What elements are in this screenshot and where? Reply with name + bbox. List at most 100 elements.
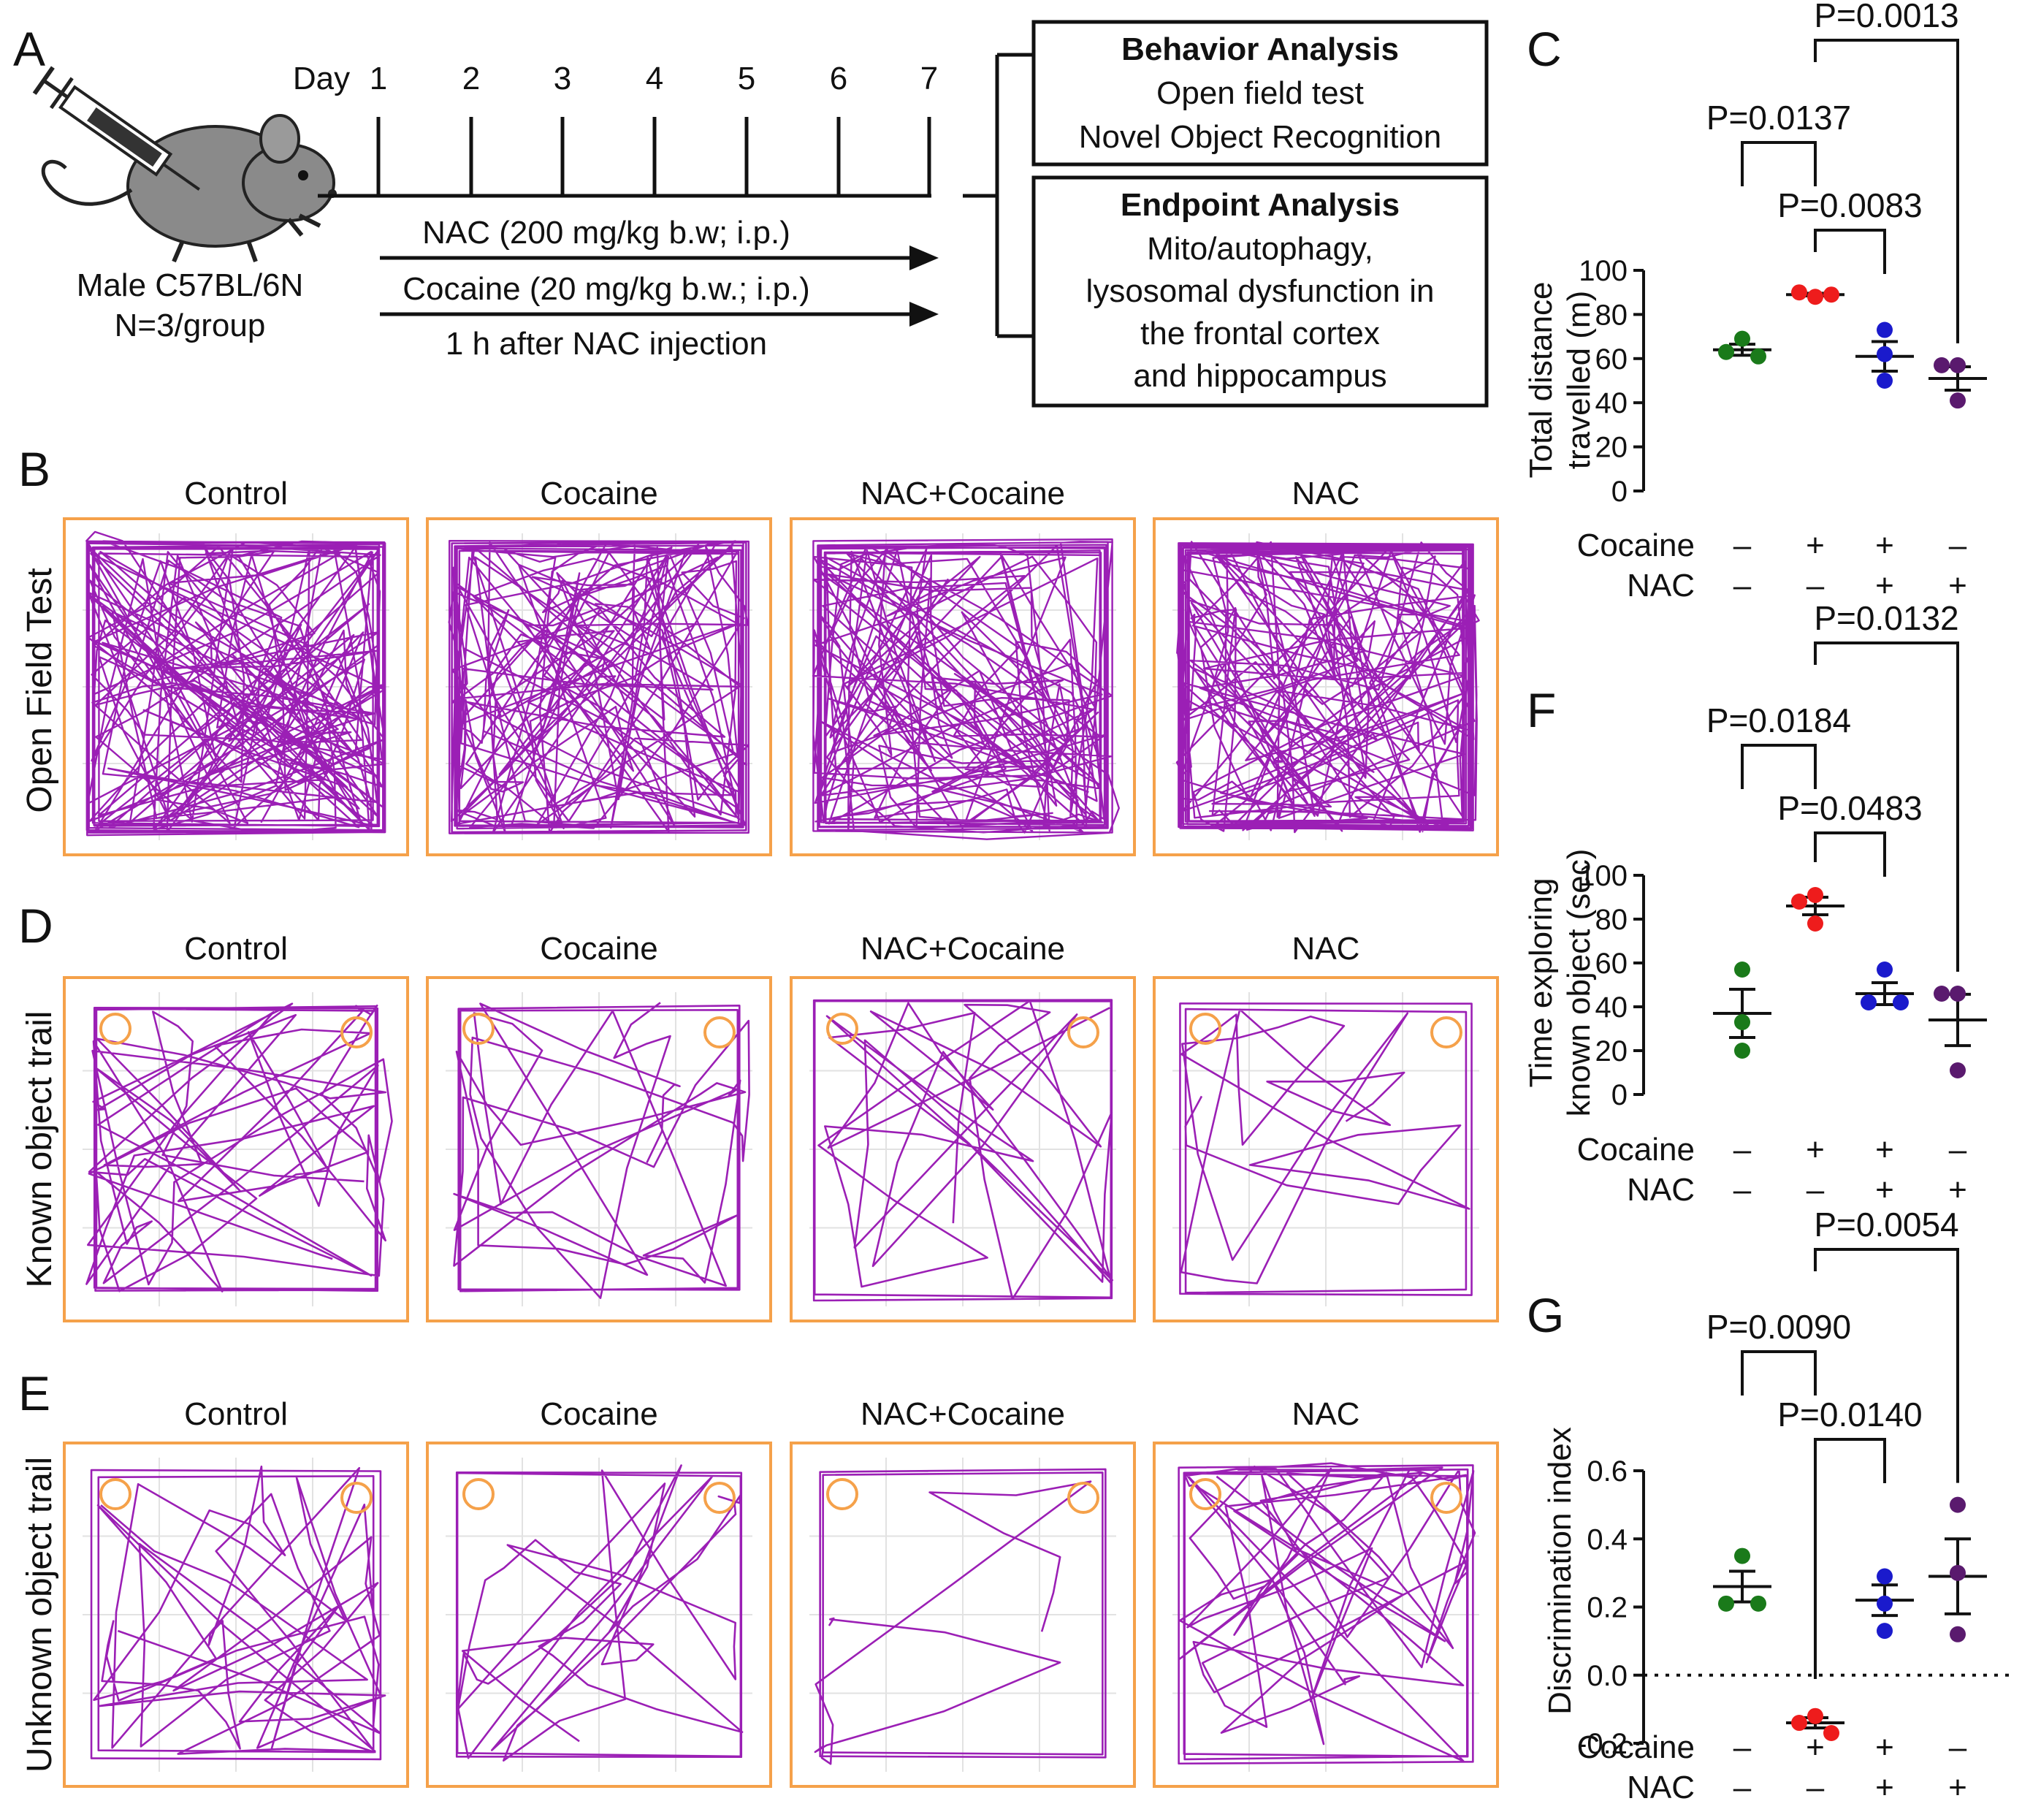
syringe-icon bbox=[32, 66, 200, 191]
object-marker bbox=[1430, 1016, 1462, 1048]
cocaine-timing-label: 1 h after NAC injection bbox=[446, 326, 767, 362]
group-label: Cocaine bbox=[540, 476, 657, 511]
group-series bbox=[1713, 330, 1771, 365]
behavior-analysis-line: Novel Object Recognition bbox=[1079, 119, 1441, 155]
open-field-track-row: Control Cocaine NAC+Cocaine NAC bbox=[63, 476, 1499, 856]
treatment-sign: – bbox=[1949, 528, 1967, 563]
data-point bbox=[1950, 986, 1966, 1002]
group-label: NAC bbox=[1292, 1396, 1360, 1432]
y-tick-label: 40 bbox=[1595, 387, 1628, 419]
cocaine-arrowhead bbox=[909, 302, 939, 327]
group-series bbox=[1928, 1496, 1987, 1642]
y-tick-label: 100 bbox=[1579, 860, 1628, 892]
significance-bracket bbox=[1814, 229, 1886, 274]
data-point bbox=[1877, 321, 1893, 338]
object-marker bbox=[462, 1478, 495, 1510]
endpoint-analysis-line: lysosomal dysfunction in bbox=[1086, 273, 1435, 309]
object-marker bbox=[1189, 1013, 1221, 1045]
treatment-row-label: Cocaine bbox=[1577, 528, 1695, 563]
animal-track-path bbox=[85, 1002, 393, 1292]
group-label: NAC+Cocaine bbox=[861, 931, 1065, 967]
data-point bbox=[1718, 343, 1734, 360]
open-field-row-label: Open Field Test bbox=[20, 568, 59, 812]
significance-bracket bbox=[1741, 744, 1817, 789]
treatment-sign: + bbox=[1948, 1172, 1967, 1208]
y-tick-label: 60 bbox=[1595, 948, 1628, 980]
data-point bbox=[1877, 1623, 1893, 1640]
p-value-label: P=0.0483 bbox=[1777, 789, 1922, 827]
panel-b-letter: B bbox=[18, 442, 50, 496]
object-marker bbox=[340, 1016, 373, 1048]
p-value-label: P=0.0184 bbox=[1706, 701, 1851, 739]
treatment-sign: + bbox=[1948, 1770, 1967, 1805]
y-axis-title: Total distance bbox=[1523, 281, 1559, 478]
data-point bbox=[1893, 994, 1909, 1010]
data-point bbox=[1718, 1595, 1734, 1612]
data-point bbox=[1950, 1062, 1966, 1078]
y-tick-label: 80 bbox=[1595, 299, 1628, 331]
object-marker bbox=[462, 1013, 495, 1045]
y-tick-label: 20 bbox=[1595, 1035, 1628, 1067]
data-point bbox=[1823, 286, 1839, 303]
panel-f-letter: F bbox=[1527, 683, 1556, 737]
endpoint-analysis-line: and hippocampus bbox=[1133, 358, 1386, 394]
data-point bbox=[1861, 994, 1877, 1010]
treatment-row-label: NAC bbox=[1627, 1172, 1695, 1208]
group-label: Cocaine bbox=[540, 1396, 657, 1432]
data-point bbox=[1807, 289, 1823, 305]
treatment-sign: – bbox=[1733, 568, 1752, 604]
group-label: NAC+Cocaine bbox=[861, 1396, 1065, 1432]
treatment-sign: – bbox=[1807, 1770, 1825, 1805]
endpoint-analysis-line: Mito/autophagy, bbox=[1147, 231, 1373, 267]
significance-bracket bbox=[1814, 1248, 1959, 1483]
track-panel: Cocaine bbox=[426, 1396, 772, 1788]
nac-arrowhead bbox=[909, 245, 939, 270]
y-tick-label: -0.2 bbox=[1577, 1728, 1628, 1760]
p-value-label: P=0.0132 bbox=[1814, 599, 1958, 637]
data-point bbox=[1877, 1595, 1893, 1612]
unknown-object-row-label: Unknown object trail bbox=[20, 1457, 59, 1773]
group-label: NAC bbox=[1292, 931, 1360, 967]
track-panel: Control bbox=[63, 476, 409, 856]
data-point bbox=[1750, 1595, 1766, 1612]
treatment-row-label: NAC bbox=[1627, 568, 1695, 604]
chart-time-known-object: 0 20 40 60 80 100 Time exploring known object (… bbox=[1523, 599, 1987, 1208]
data-point bbox=[1734, 962, 1750, 978]
y-tick-label: 40 bbox=[1595, 991, 1628, 1024]
significance-bracket bbox=[1814, 641, 1959, 972]
p-value-label: P=0.0013 bbox=[1814, 0, 1958, 34]
chart-total-distance: 0 20 40 60 80 100 Total distance travelled (m) P… bbox=[1523, 0, 1987, 604]
nac-dose-label: NAC (200 mg/kg b.w; i.p.) bbox=[422, 215, 790, 251]
data-point bbox=[1750, 348, 1766, 365]
y-axis-title: travelled (m) bbox=[1561, 291, 1597, 470]
group-series bbox=[1928, 986, 1987, 1078]
day-number: 5 bbox=[738, 61, 755, 96]
data-point bbox=[1877, 373, 1893, 389]
animal-track-path bbox=[1179, 1002, 1473, 1296]
p-value-label: P=0.0137 bbox=[1706, 99, 1851, 137]
cocaine-dose-label: Cocaine (20 mg/kg b.w.; i.p.) bbox=[403, 271, 810, 307]
endpoint-analysis-title: Endpoint Analysis bbox=[1121, 187, 1400, 223]
y-tick-label: 20 bbox=[1595, 432, 1628, 464]
object-marker bbox=[826, 1478, 858, 1510]
panel-e-letter: E bbox=[18, 1366, 50, 1420]
significance-bracket bbox=[1814, 39, 1959, 343]
treatment-sign: + bbox=[1875, 528, 1894, 563]
data-point bbox=[1791, 1715, 1807, 1732]
endpoint-analysis-line: the frontal cortex bbox=[1140, 316, 1380, 351]
treatment-row-label: Cocaine bbox=[1577, 1132, 1695, 1168]
panel-g-letter: G bbox=[1527, 1288, 1564, 1342]
data-point bbox=[1950, 1496, 1966, 1513]
track-panel: Control bbox=[63, 1396, 409, 1788]
y-tick-label: 0.6 bbox=[1587, 1455, 1628, 1488]
data-point bbox=[1950, 357, 1966, 373]
group-label: NAC+Cocaine bbox=[861, 476, 1065, 511]
known-object-track-row: Control Cocaine NAC+Cocaine NAC bbox=[63, 931, 1499, 1322]
analysis-bracket bbox=[963, 53, 1034, 338]
animal-track-path bbox=[90, 1465, 386, 1761]
group-label: NAC bbox=[1292, 476, 1360, 511]
panel-a-letter: A bbox=[13, 22, 45, 76]
treatment-sign: + bbox=[1806, 1729, 1825, 1765]
data-point bbox=[1877, 1568, 1893, 1585]
treatment-sign: + bbox=[1806, 528, 1825, 563]
